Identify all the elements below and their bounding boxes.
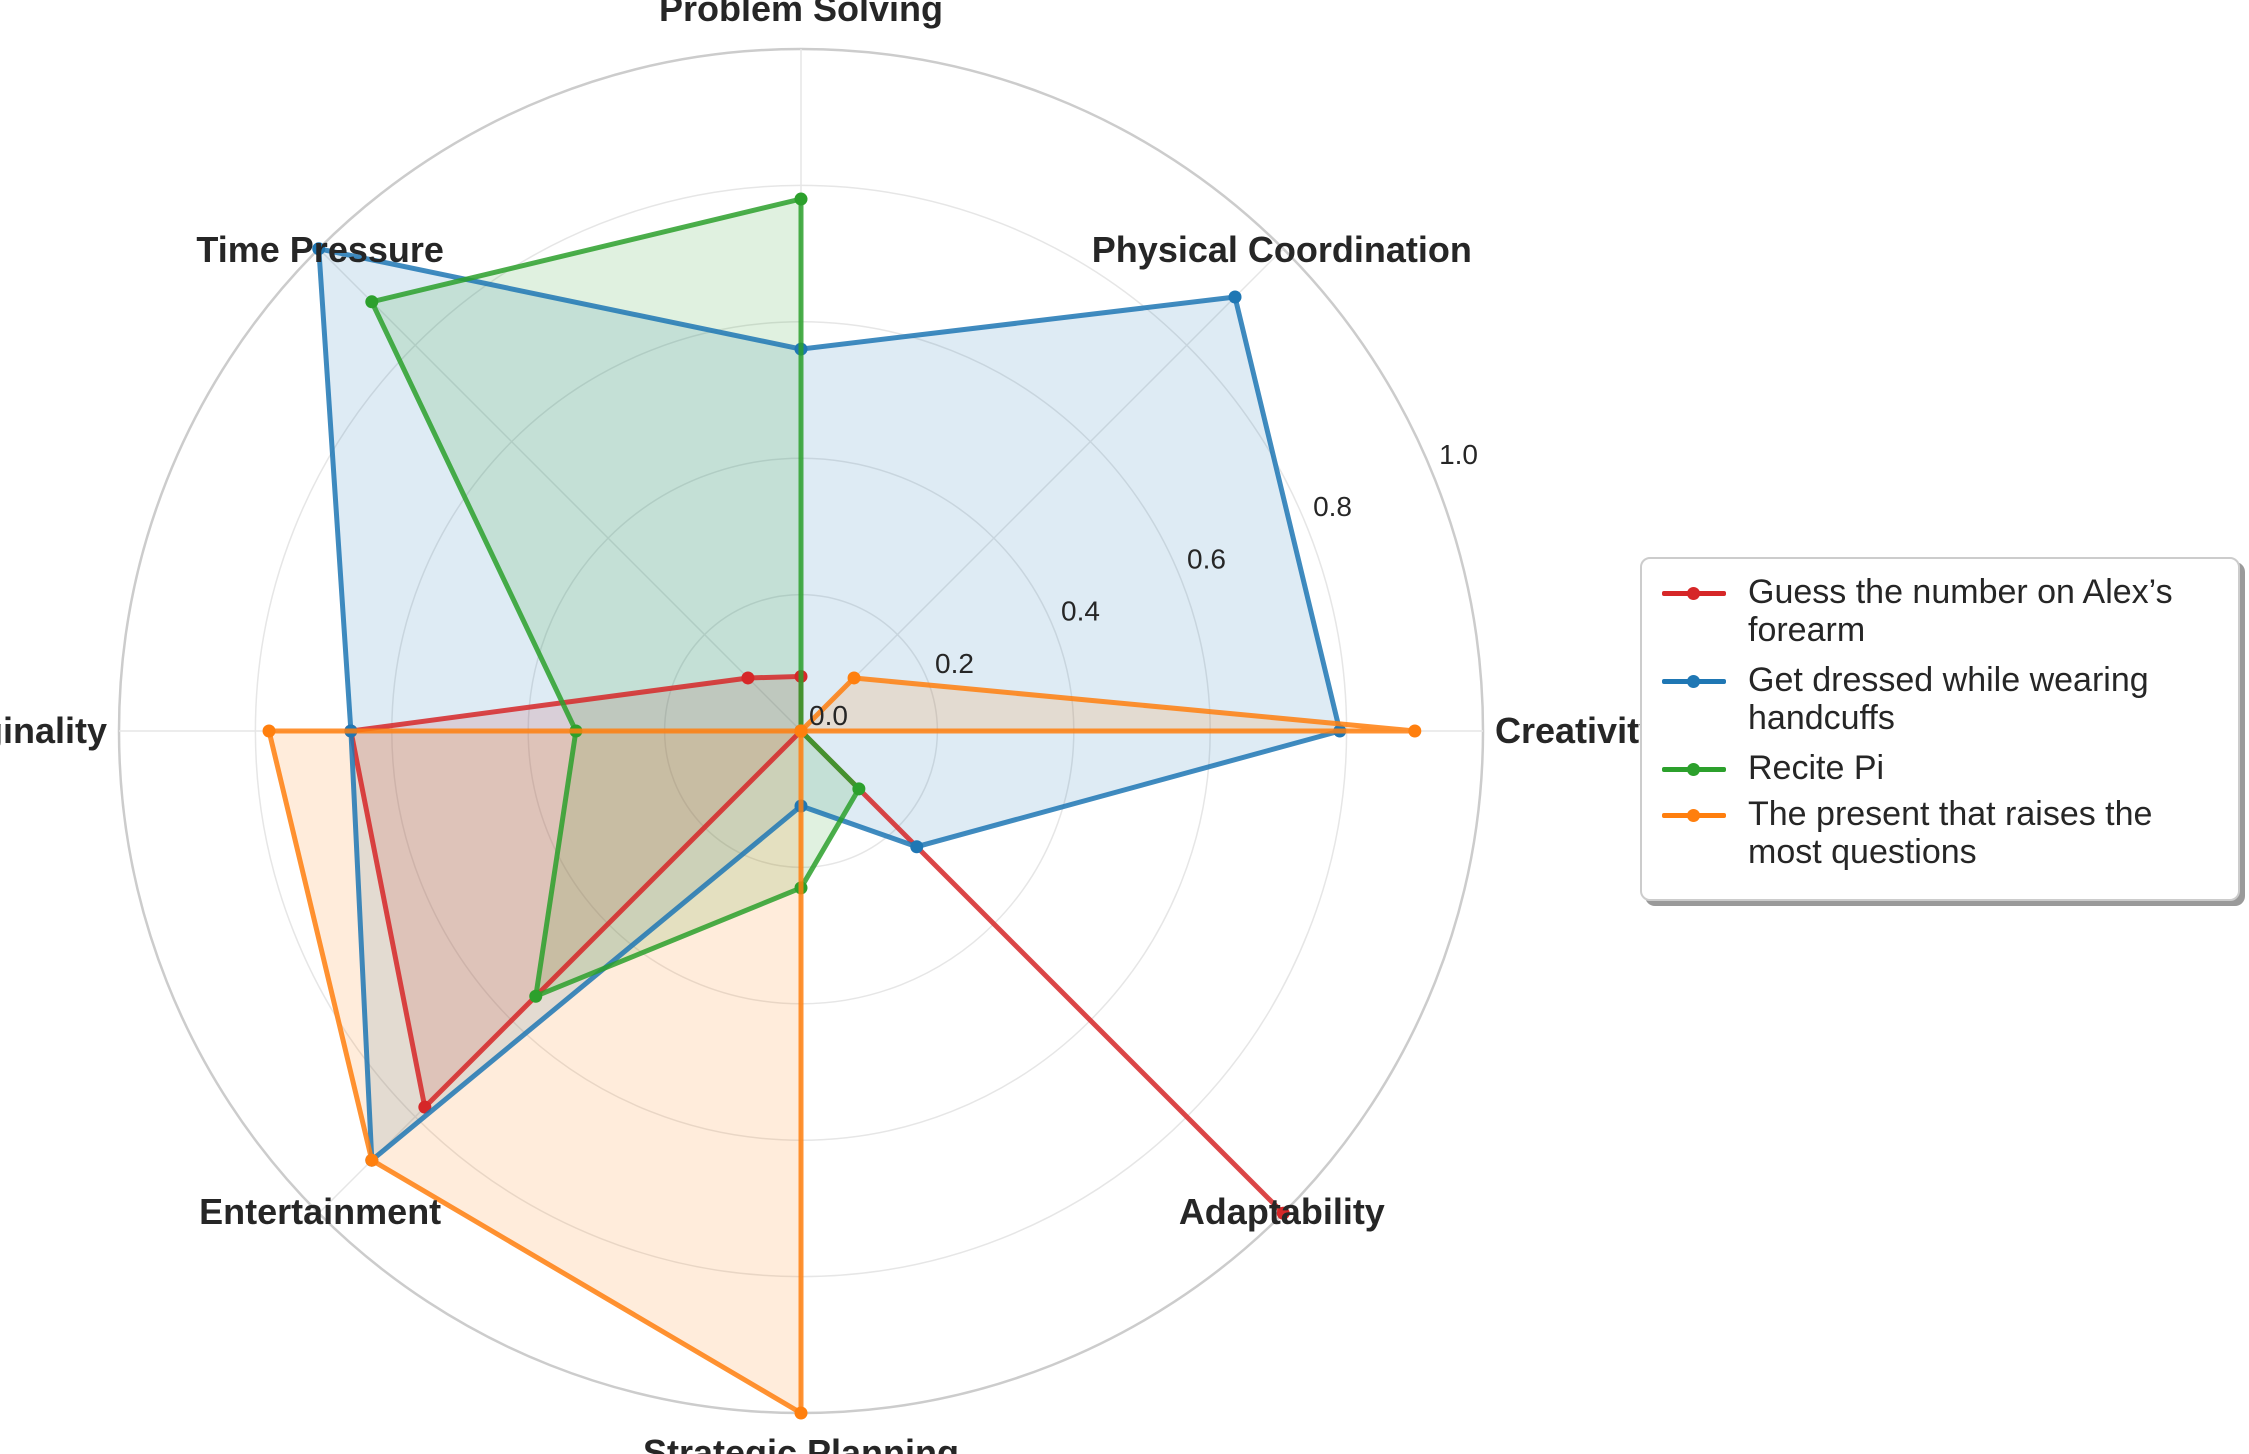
- data-point-2-7: [852, 782, 866, 796]
- radar-labels: 0.0 0.2 0.4 0.6 0.8 1.0 Creativity Physical Coo…: [0, 0, 1659, 1454]
- r-tick-label: 0.6: [1187, 543, 1226, 574]
- legend-swatch-icon: [1658, 573, 1730, 613]
- data-point-1-7: [910, 840, 924, 854]
- r-tick-label: 1.0: [1439, 439, 1478, 470]
- legend-swatch-icon: [1658, 795, 1730, 835]
- data-point-1-3: [312, 242, 326, 256]
- data-point-0-3: [741, 671, 755, 685]
- axis-label: Strategic Planning: [643, 1432, 959, 1454]
- legend-dot-3: [1687, 809, 1700, 822]
- legend-item: Guess the number on Alex’s forearm: [1658, 573, 2218, 649]
- legend-item: Recite Pi: [1658, 749, 2218, 789]
- data-point-3-1: [847, 671, 861, 685]
- data-point-2-3: [365, 295, 379, 309]
- grid-spoke: [800, 248, 1284, 732]
- data-point-3-0: [1408, 724, 1422, 738]
- axis-label: Adaptability: [1179, 1191, 1385, 1232]
- data-point-0-7: [1276, 1206, 1290, 1220]
- axis-label: Problem Solving: [659, 0, 943, 29]
- series-line-3: [265, 675, 1416, 1418]
- data-point-3-7: [794, 724, 808, 738]
- legend-label: Recite Pi: [1748, 749, 1885, 787]
- axis-label: Originality: [0, 710, 107, 751]
- legend-dot-1: [1687, 675, 1700, 688]
- radar-series: [262, 192, 1422, 1420]
- data-point-1-1: [1228, 290, 1242, 304]
- data-point-0-5: [418, 1100, 432, 1114]
- series-line-2: [368, 195, 863, 1001]
- axis-label: Entertainment: [199, 1191, 441, 1232]
- legend-item: The present that raises the most questio…: [1658, 795, 2218, 871]
- data-point-3-5: [365, 1153, 379, 1167]
- legend-item: Get dressed while wearing handcuffs: [1658, 661, 2218, 737]
- legend: Guess the number on Alex’s forearm Get d…: [1640, 557, 2240, 901]
- axis-label: Time Pressure: [196, 229, 443, 270]
- data-point-3-4: [262, 724, 276, 738]
- data-point-2-5: [529, 989, 543, 1003]
- legend-dot-2: [1687, 763, 1700, 776]
- r-tick-label: 0.8: [1313, 491, 1352, 522]
- legend-swatch-icon: [1658, 661, 1730, 701]
- axis-label: Physical Coordination: [1092, 229, 1472, 270]
- data-point-3-6: [794, 1406, 808, 1420]
- legend-dot-0: [1687, 587, 1700, 600]
- legend-label: Guess the number on Alex’s forearm: [1748, 573, 2173, 649]
- grid-spoke: [318, 248, 802, 732]
- r-tick-label: 0.2: [935, 648, 974, 679]
- legend-label: Get dressed while wearing handcuffs: [1748, 661, 2149, 737]
- series-fill-0: [350, 676, 1284, 1214]
- r-tick-label: 0.0: [809, 700, 848, 731]
- series-line-0: [347, 673, 1285, 1215]
- legend-label: The present that raises the most questio…: [1748, 795, 2153, 871]
- axis-label: Creativity: [1495, 710, 1659, 751]
- legend-swatch-icon: [1658, 749, 1730, 789]
- r-tick-label: 0.4: [1061, 596, 1100, 627]
- data-point-2-2: [794, 192, 808, 206]
